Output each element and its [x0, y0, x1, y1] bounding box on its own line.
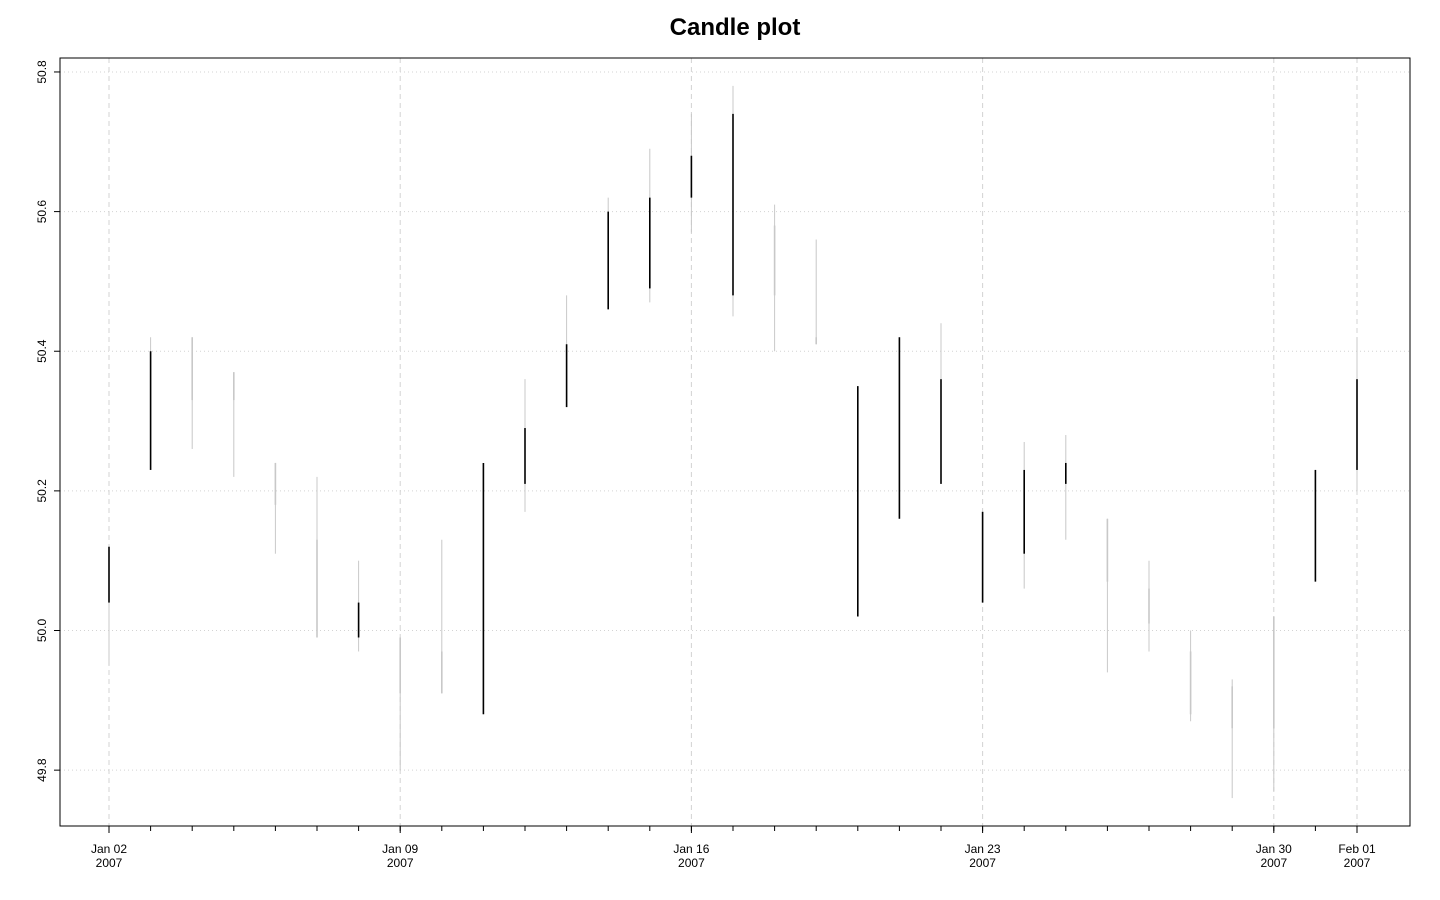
y-tick-label: 49.8	[35, 758, 49, 782]
candle-layer	[108, 85, 1358, 799]
x-tick-label-year: 2007	[678, 856, 705, 870]
x-tick-label-year: 2007	[96, 856, 123, 870]
y-tick-label: 50.0	[35, 619, 49, 643]
x-tick-label-day: Jan 09	[382, 842, 418, 856]
x-tick-label-year: 2007	[387, 856, 414, 870]
y-tick-label: 50.2	[35, 479, 49, 503]
x-tick-label-year: 2007	[969, 856, 996, 870]
y-tick-label: 50.4	[35, 339, 49, 363]
x-tick-label-day: Jan 30	[1256, 842, 1292, 856]
x-tick-label-day: Jan 16	[673, 842, 709, 856]
x-tick-label-day: Feb 01	[1338, 842, 1376, 856]
grid-layer	[60, 58, 1410, 826]
x-tick-label-day: Jan 23	[965, 842, 1001, 856]
y-tick-label: 50.8	[35, 60, 49, 84]
plot-frame	[59, 57, 1411, 827]
chart-title: Candle plot	[669, 14, 801, 41]
x-tick-label-year: 2007	[1260, 856, 1287, 870]
y-tick-label: 50.6	[35, 200, 49, 224]
x-tick-label-year: 2007	[1344, 856, 1371, 870]
x-tick-label-day: Jan 02	[91, 842, 127, 856]
